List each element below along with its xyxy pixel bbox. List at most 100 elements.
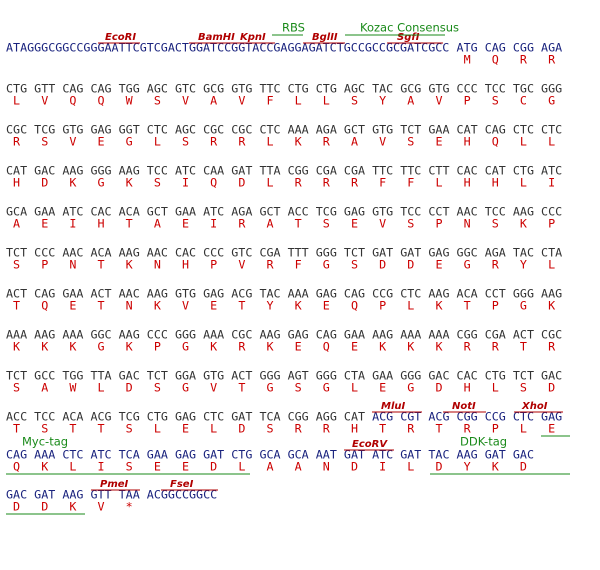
codon: AAG — [119, 164, 140, 178]
amino-acid: D — [13, 500, 20, 514]
amino-acid: V — [210, 381, 217, 395]
amino-acid: E — [69, 299, 76, 313]
amino-acid: H — [464, 176, 471, 190]
amino-acid: K — [520, 217, 527, 231]
amino-acid: T — [464, 299, 471, 313]
codon: GAG — [288, 328, 309, 342]
codon: CCT — [428, 205, 449, 219]
feature-label: RBS — [282, 21, 305, 35]
amino-acid: R — [238, 340, 246, 354]
amino-acid: R — [13, 135, 21, 149]
amino-acid: H — [492, 176, 499, 190]
codon: ACG — [372, 410, 393, 424]
codon: GTG — [428, 82, 449, 96]
amino-acid: K — [126, 340, 133, 354]
amino-acid: K — [41, 460, 48, 474]
codon: TTC — [372, 164, 393, 178]
codon: AAC — [457, 205, 478, 219]
amino-acid: G — [182, 340, 189, 354]
codon: CGA — [344, 164, 365, 178]
codon: TCC — [34, 410, 55, 424]
restriction-site: KpnI — [240, 32, 266, 43]
amino-acid: D — [41, 500, 48, 514]
amino-acid: D — [520, 460, 527, 474]
amino-acid: L — [548, 258, 555, 272]
amino-acid: E — [379, 381, 386, 395]
amino-acid: R — [295, 422, 303, 436]
codon: CAC — [457, 164, 478, 178]
amino-acid: Q — [210, 176, 217, 190]
codon: GGC — [90, 328, 111, 342]
amino-acid: D — [435, 381, 442, 395]
codon: CAC — [457, 369, 478, 383]
amino-acid: S — [492, 217, 499, 231]
codon: GCG — [400, 82, 421, 96]
codon: GAA — [147, 448, 168, 462]
codon: CTC — [400, 287, 421, 301]
amino-acid: S — [154, 381, 161, 395]
amino-acid: R — [464, 340, 472, 354]
codon: ATC — [203, 205, 224, 219]
amino-acid: N — [464, 217, 471, 231]
amino-acid: W — [126, 94, 134, 108]
amino-acid: L — [407, 299, 414, 313]
amino-acid: K — [154, 299, 161, 313]
codon: GGG — [400, 369, 421, 383]
amino-acid: H — [98, 217, 105, 231]
codon: CTG — [288, 82, 309, 96]
codon: CCG — [485, 410, 506, 424]
amino-acid: G — [548, 94, 555, 108]
amino-acid: D — [126, 381, 133, 395]
amino-acid: T — [13, 422, 20, 436]
amino-acid: N — [154, 258, 161, 272]
amino-acid: A — [210, 94, 217, 108]
amino-acid: E — [435, 135, 442, 149]
amino-acid: E — [210, 299, 217, 313]
codon: GCT — [344, 123, 365, 137]
codon: CCG — [372, 287, 393, 301]
amino-acid: A — [351, 135, 358, 149]
amino-acid: A — [266, 217, 273, 231]
codon: GGG — [175, 328, 196, 342]
amino-acid: S — [154, 176, 161, 190]
codon: CTC — [513, 123, 534, 137]
codon: GAT — [34, 488, 55, 502]
codon: CAT — [457, 123, 478, 137]
amino-acid: E — [182, 422, 189, 436]
codon: AAG — [62, 164, 83, 178]
amino-acid: T — [435, 422, 442, 436]
amino-acid: S — [492, 94, 499, 108]
amino-acid: S — [126, 460, 133, 474]
codon: GAT — [372, 246, 393, 260]
amino-acid: I — [548, 176, 555, 190]
codon: ACA — [457, 287, 478, 301]
amino-acid: S — [13, 258, 20, 272]
codon: CTC — [513, 410, 534, 424]
amino-acid: E — [548, 422, 555, 436]
codon: ATC — [372, 448, 393, 462]
codon: AAG — [457, 448, 478, 462]
codon: AGA — [316, 123, 337, 137]
codon: CGC — [231, 328, 252, 342]
amino-acid: L — [323, 94, 330, 108]
codon: GCT — [259, 205, 280, 219]
codon: GGG — [541, 82, 562, 96]
amino-acid: R — [238, 135, 246, 149]
amino-acid: G — [464, 258, 471, 272]
codon: GCG — [203, 82, 224, 96]
amino-acid: P — [492, 299, 499, 313]
amino-acid: V — [98, 500, 105, 514]
codon: AGA — [231, 205, 252, 219]
codon: AAG — [513, 205, 534, 219]
codon: CGC — [541, 328, 562, 342]
codon: CTG — [6, 82, 27, 96]
amino-acid: Q — [351, 299, 358, 313]
codon: CAA — [203, 164, 224, 178]
amino-acid: K — [266, 340, 273, 354]
amino-acid: T — [238, 381, 245, 395]
amino-acid: L — [407, 460, 414, 474]
codon: GAT — [400, 246, 421, 260]
codon: GGG — [316, 369, 337, 383]
codon: AAC — [119, 287, 140, 301]
